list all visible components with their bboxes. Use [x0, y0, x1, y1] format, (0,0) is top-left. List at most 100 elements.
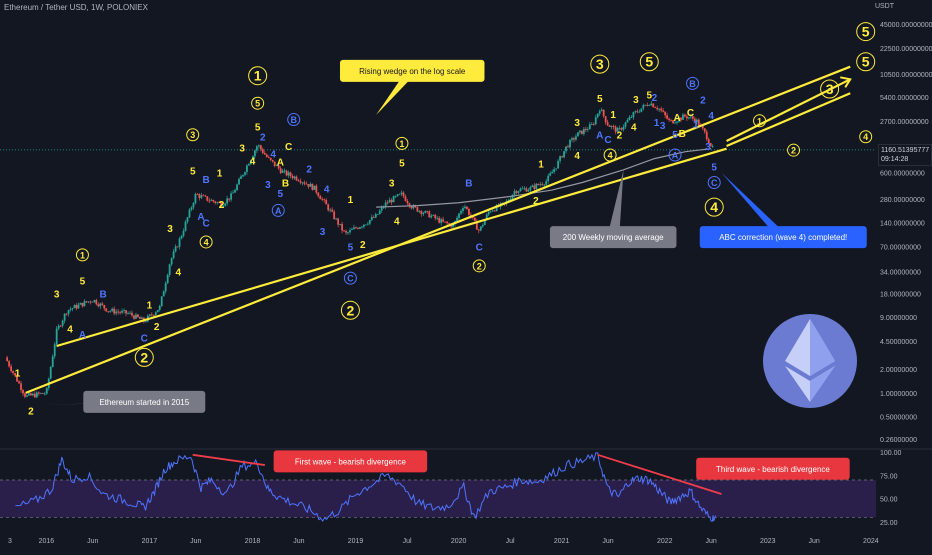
- candle-body: [65, 313, 68, 315]
- candle-body: [87, 301, 90, 303]
- wave-label: 3: [389, 178, 395, 189]
- wave-label: 1: [348, 195, 354, 206]
- price-tick-label: 0.26000000: [880, 437, 917, 444]
- candle-body: [630, 117, 633, 118]
- candle-body: [24, 393, 26, 397]
- wave-label: 3: [167, 224, 173, 235]
- candle-body: [604, 116, 607, 123]
- candle-body: [55, 328, 58, 345]
- price-tick-label: 1.00000000: [880, 391, 917, 398]
- candle-body: [646, 104, 649, 106]
- candle-body: [192, 203, 195, 208]
- rsi-tick-label: 100.00: [880, 450, 902, 457]
- candle-body: [567, 146, 569, 148]
- candle-body: [584, 128, 587, 130]
- wave-label: 2: [140, 349, 148, 365]
- candle-body: [382, 207, 385, 208]
- candle-body: [75, 305, 78, 309]
- annotation-box: [699, 226, 867, 249]
- wave-label-circle: [395, 136, 409, 150]
- time-tick-label: 3: [8, 538, 12, 545]
- candle-body: [676, 121, 678, 123]
- candle-body: [390, 199, 393, 203]
- wave-label: 4: [270, 149, 276, 160]
- wave-label: C: [141, 333, 148, 344]
- candle-body: [517, 191, 520, 193]
- time-tick-label: 2017: [142, 538, 158, 545]
- candle-body: [53, 344, 56, 357]
- time-tick-label: Jun: [809, 538, 820, 545]
- candle-body: [428, 211, 431, 218]
- wave-label: 5: [862, 24, 870, 40]
- candle-body: [37, 392, 40, 394]
- wave-label: B: [99, 289, 106, 300]
- candle-body: [491, 210, 494, 212]
- candle-body: [12, 371, 14, 373]
- candle-body: [446, 221, 449, 224]
- candle-body: [489, 211, 492, 213]
- wave-label: 4: [863, 132, 868, 142]
- candle-body: [400, 192, 403, 194]
- candle-body: [392, 196, 395, 203]
- candle-body: [164, 283, 167, 292]
- wave-label: C: [203, 219, 210, 230]
- candle-body: [18, 381, 20, 384]
- candle-body: [337, 218, 340, 225]
- candle-body: [513, 191, 516, 195]
- wedge-line: [25, 65, 851, 394]
- candle-body: [160, 296, 163, 306]
- candle-body: [693, 118, 696, 123]
- candle-body: [485, 214, 488, 220]
- annotation-box-pointer: [721, 172, 790, 238]
- candle-body: [507, 200, 510, 202]
- candle-body: [444, 221, 447, 223]
- candle-body: [232, 192, 234, 194]
- price-tick-label: 10500.00000000: [880, 72, 932, 79]
- candle-body: [196, 194, 199, 195]
- divergence-line: [597, 453, 722, 495]
- candle-body: [313, 185, 316, 190]
- candle-body: [422, 212, 425, 215]
- chart-title: Ethereum / Tether USD, 1W, POLONIEX: [4, 3, 148, 12]
- wave-label: 2: [219, 200, 225, 211]
- candle-body: [194, 194, 197, 204]
- candle-body: [45, 388, 48, 394]
- candle-body: [255, 146, 258, 151]
- wave-label: 1: [15, 369, 21, 380]
- candle-body: [622, 126, 625, 130]
- candle-body: [535, 183, 538, 189]
- candle-body: [533, 185, 536, 189]
- candle-body: [307, 184, 310, 187]
- projection-line: [726, 92, 851, 147]
- divergence-box-pointer: [664, 468, 779, 470]
- time-tick-label: 2022: [657, 538, 673, 545]
- candle-body: [216, 202, 219, 204]
- candle-body: [545, 181, 548, 185]
- candle-body: [660, 108, 663, 111]
- candle-body: [188, 209, 191, 218]
- candle-body: [238, 178, 240, 185]
- candle-body: [695, 119, 698, 123]
- candle-body: [242, 174, 244, 177]
- wave-label: 2: [306, 164, 312, 175]
- candle-body: [309, 183, 312, 187]
- candle-body: [448, 223, 450, 225]
- candle-body: [43, 393, 46, 395]
- candle-body: [135, 314, 137, 319]
- candle-body: [495, 205, 498, 212]
- candle-body: [315, 185, 318, 193]
- bar-countdown: 09:14:28: [881, 156, 909, 163]
- wave-label: 1: [217, 169, 223, 180]
- wave-label-circle: [134, 347, 154, 367]
- candle-body: [366, 223, 369, 225]
- candle-body: [483, 219, 486, 226]
- candle-body: [311, 183, 314, 190]
- annotation-box-text: Ethereum started in 2015: [99, 398, 189, 407]
- candle-body: [594, 117, 597, 125]
- candle-body: [97, 304, 100, 307]
- candle-body: [323, 199, 326, 201]
- candle-body: [674, 122, 676, 124]
- candle-body: [678, 117, 680, 122]
- wave-label: 1: [538, 160, 544, 171]
- candle-body: [285, 170, 288, 176]
